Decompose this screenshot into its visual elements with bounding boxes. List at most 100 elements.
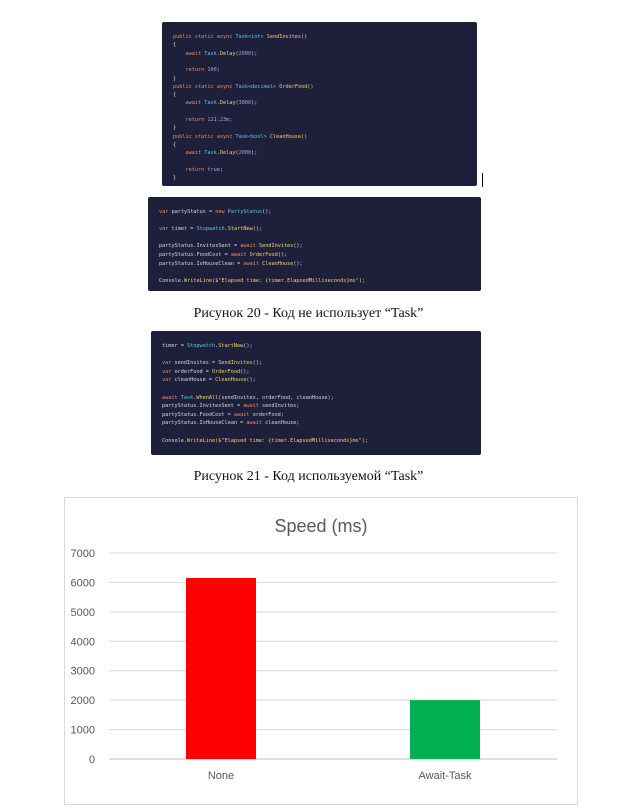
code-token: Stopwatch — [196, 226, 225, 233]
code-token: WhenAll — [196, 394, 219, 401]
y-tick-label: 4000 — [71, 636, 95, 648]
code-line: return 121.23m; — [173, 117, 232, 123]
code-token: SendInvites — [218, 360, 253, 367]
code-token: 100 — [207, 67, 217, 74]
code-token: public static async — [173, 34, 236, 40]
code-line: public static async Task<bool> CleanHous… — [173, 134, 307, 140]
code-line: var cleanHouse = CleanHouse(); — [162, 377, 256, 383]
code-token: StartNew — [218, 343, 244, 349]
code-token: 121.23m — [207, 117, 230, 123]
code-line: await Task.WhenAll(sendInvites, orderFoo… — [162, 395, 334, 401]
code-token: await — [233, 411, 253, 418]
code-token: (sendInvites, orderFood, cleanHouse); — [218, 394, 334, 401]
code-line: } — [173, 175, 176, 181]
code-line: var orderFood = OrderFood(); — [162, 369, 249, 375]
code-token: partyStatus.InvitesSent = — [159, 243, 241, 250]
code-token: return — [173, 67, 208, 74]
code-token: partyStatus.FoodCost = — [159, 252, 231, 258]
chart-frame: Speed (ms) 0 1000 2000 3000 4000 5000 6000 7000 N… — [64, 497, 578, 805]
code-token: (); — [252, 360, 262, 367]
code-token: partyStatus.IsHouseClean = — [159, 260, 244, 267]
code-token: } — [173, 175, 177, 182]
code-line: var timer = Stopwatch.StartNew(); — [159, 226, 262, 232]
code-token: { — [173, 141, 177, 148]
bar-chart: Speed (ms) 0 1000 2000 3000 4000 5000 6000 7000 N… — [71, 516, 557, 782]
code-token: SendInvites() — [263, 34, 308, 40]
code-token: orderFood; — [252, 411, 284, 418]
code-token: . — [193, 394, 197, 401]
code-token: await — [173, 150, 205, 157]
code-token: ($"Elapsed time: {timer.ElapsedMilliseco… — [212, 277, 366, 284]
code-token: 2000 — [238, 50, 252, 57]
code-line: } — [173, 125, 176, 131]
code-token: StartNew — [227, 226, 253, 233]
code-line: await Task.Delay(3000); — [173, 100, 257, 106]
code-token: await — [243, 260, 263, 267]
code-token: Task<int> — [235, 34, 264, 40]
code-line: var sendInvites = SendInvites(); — [162, 360, 262, 366]
code-line: { — [173, 42, 176, 48]
code-line: Console.WriteLine($"Elapsed time: {timer… — [162, 438, 368, 444]
code-token: ($"Elapsed time: {timer.ElapsedMilliseco… — [215, 437, 369, 444]
chart-title: Speed (ms) — [274, 516, 367, 536]
y-tick-label: 2000 — [71, 695, 95, 707]
figure-caption-21: Рисунок 21 - Код используемой “Task” — [193, 469, 424, 484]
code-token: OrderFood — [211, 368, 241, 375]
code-token: cleanHouse = — [174, 377, 216, 384]
y-tick-label: 7000 — [71, 548, 95, 560]
code-token: cleanHouse; — [265, 420, 300, 427]
code-token: partyStatus = — [171, 209, 216, 215]
code-token: { — [173, 92, 177, 99]
code-line: var partyStatus = new PartyStatus(); — [159, 209, 271, 215]
code-token: await — [173, 100, 205, 107]
code-token: sendInvites = — [174, 360, 219, 367]
code-line: await Task.Delay(2000); — [173, 51, 257, 57]
code-line: partyStatus.IsHouseClean = await cleanHo… — [162, 420, 299, 426]
code-token: partyStatus.FoodCost = — [162, 411, 234, 418]
bar-await-task — [410, 700, 480, 759]
code-block-3: timer = Stopwatch.StartNew(); var sendInv… — [151, 331, 481, 455]
code-token: partyStatus.InvitesSent = — [162, 403, 244, 410]
code-token: Task<bool> — [235, 133, 267, 140]
code-token: (); — [293, 260, 303, 267]
code-token: return — [173, 166, 208, 173]
code-line: await Task.Delay(2000); — [173, 150, 257, 156]
code-token: (); — [293, 243, 303, 250]
code-block-2: var partyStatus = new PartyStatus(); var … — [148, 197, 481, 291]
code-token: ( — [235, 100, 239, 107]
code-token: PartyStatus — [227, 209, 263, 215]
code-token: . — [215, 343, 219, 349]
code-token: Task — [204, 150, 217, 157]
code-token: var — [162, 368, 175, 375]
code-token: ; — [229, 117, 233, 123]
code-line: partyStatus.FoodCost = await OrderFood()… — [159, 252, 287, 258]
code-token: CleanHouse — [262, 260, 294, 267]
code-line: public static async Task<decimal> OrderF… — [173, 84, 314, 90]
y-tick-label: 3000 — [71, 666, 95, 678]
code-token: { — [173, 42, 177, 49]
code-token: timer = — [171, 226, 197, 233]
code-token: ; — [216, 67, 220, 74]
code-token: ( — [235, 50, 239, 57]
x-tick-label: Await-Task — [419, 770, 472, 782]
code-token: sendInvites; — [261, 403, 300, 410]
code-token: await — [243, 403, 262, 410]
code-token: OrderFood — [249, 252, 278, 258]
code-token: ); — [251, 100, 258, 107]
code-token: await — [162, 394, 181, 401]
code-token: . — [216, 150, 220, 157]
code-token: Console — [162, 437, 184, 444]
code-token: WriteLine — [187, 437, 216, 444]
code-token: timer = — [162, 343, 187, 349]
code-token: . — [180, 277, 184, 284]
code-token: var — [159, 209, 172, 215]
code-token: Console — [159, 277, 181, 284]
code-token: (); — [277, 252, 288, 258]
code-line: partyStatus.InvitesSent = await SendInvi… — [159, 243, 303, 249]
x-tick-label: None — [208, 770, 234, 782]
code-token: Delay — [219, 150, 236, 157]
code-line: Console.WriteLine($"Elapsed time: {timer… — [159, 278, 365, 284]
code-token: WriteLine — [184, 277, 213, 284]
code-token: ; — [219, 166, 223, 173]
code-block-1: public static async Task<int> SendInvite… — [162, 22, 477, 186]
